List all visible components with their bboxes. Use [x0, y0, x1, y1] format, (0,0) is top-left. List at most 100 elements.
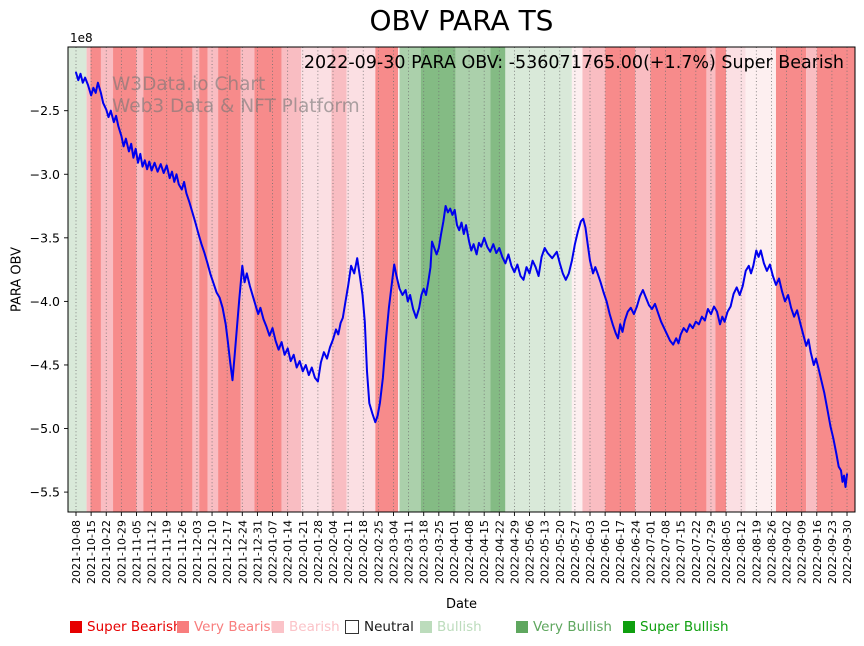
y-tick-label: −4.5 — [30, 357, 60, 372]
sentiment-band — [192, 47, 200, 512]
x-tick-label: 2022-09-23 — [826, 520, 839, 584]
legend-item: Very Bearish — [177, 619, 279, 635]
sentiment-band — [650, 47, 707, 512]
x-tick-label: 2021-10-29 — [115, 520, 128, 584]
chart-title: OBV PARA TS — [369, 4, 554, 37]
y-tick-label: −5.0 — [30, 421, 60, 436]
x-tick-label: 2022-02-18 — [357, 520, 370, 584]
x-tick-label: 2022-08-05 — [720, 520, 733, 584]
y-tick-label: −3.5 — [30, 230, 60, 245]
sentiment-band — [635, 47, 651, 512]
x-tick-label: 2022-05-06 — [524, 520, 537, 584]
x-tick-label: 2022-07-29 — [705, 520, 718, 584]
sentiment-band — [67, 47, 87, 512]
sentiment-band — [582, 47, 606, 512]
y-tick-label: −5.5 — [30, 485, 60, 500]
x-tick-label: 2021-11-19 — [161, 520, 174, 584]
annotation-text: 2022-09-30 PARA OBV: -536071765.00(+1.7%… — [303, 53, 844, 73]
x-tick-label: 2022-04-22 — [493, 520, 506, 584]
x-axis-label: Date — [445, 597, 478, 612]
legend-swatch-very-bullish — [516, 621, 528, 633]
x-tick-label: 2021-10-22 — [100, 520, 113, 584]
legend-label: Very Bullish — [533, 619, 612, 635]
x-tick-label: 2022-03-11 — [403, 520, 416, 584]
x-tick-label: 2022-07-08 — [660, 520, 673, 584]
x-tick-label: 2022-09-30 — [841, 520, 854, 584]
sentiment-band — [218, 47, 241, 512]
x-tick-label: 2022-04-29 — [508, 520, 521, 584]
sentiment-band — [281, 47, 302, 512]
legend-label: Bearish — [289, 619, 340, 635]
y-tick-label: −4.0 — [30, 294, 60, 309]
x-tick-label: 2022-06-17 — [614, 520, 627, 584]
x-tick-label: 2022-06-10 — [599, 520, 612, 584]
sentiment-band — [331, 47, 347, 512]
sentiment-band — [199, 47, 208, 512]
x-tick-label: 2022-01-07 — [267, 520, 280, 584]
x-tick-label: 2021-12-03 — [191, 520, 204, 584]
x-tick-label: 2022-07-15 — [675, 520, 688, 584]
x-tick-label: 2021-10-08 — [70, 520, 83, 584]
sentiment-band — [398, 47, 400, 512]
legend-label: Very Bearish — [194, 619, 280, 635]
y-axis-multiplier: 1e8 — [70, 31, 93, 45]
legend-swatch-super-bullish — [623, 621, 635, 633]
legend-swatch-neutral — [345, 620, 359, 634]
x-tick-label: 2022-06-24 — [629, 520, 642, 584]
sentiment-band — [90, 47, 101, 512]
x-tick-label: 2022-09-09 — [796, 520, 809, 584]
legend-item: Super Bearish — [70, 619, 182, 635]
axes-spines — [67, 46, 856, 513]
sentiment-band — [816, 47, 856, 512]
sentiment-band — [136, 47, 144, 512]
y-axis-label: PARA OBV — [9, 246, 25, 313]
legend-label: Neutral — [364, 619, 414, 635]
y-tick-label: −3.0 — [30, 167, 60, 182]
x-tick-label: 2021-12-17 — [221, 520, 234, 584]
sentiment-band — [605, 47, 636, 512]
sentiment-band — [301, 47, 332, 512]
x-tick-label: 2022-04-15 — [478, 520, 491, 584]
sentiment-band — [490, 47, 506, 512]
sentiment-band — [86, 47, 91, 512]
x-tick-label: 2021-12-31 — [251, 520, 264, 584]
sentiment-band — [143, 47, 193, 512]
legend-item: Super Bullish — [623, 619, 729, 635]
sentiment-band — [775, 47, 807, 512]
x-tick-label: 2022-07-22 — [690, 520, 703, 584]
legend-swatch-super-bearish — [70, 621, 82, 633]
y-tick-label: −2.5 — [30, 103, 60, 118]
sentiment-band — [420, 47, 456, 512]
x-tick-label: 2022-07-01 — [644, 520, 657, 584]
x-tick-label: 2022-05-13 — [539, 520, 552, 584]
x-tick-label: 2022-02-11 — [342, 520, 355, 584]
legend-item: Neutral — [345, 619, 414, 635]
legend-swatch-bullish — [420, 621, 432, 633]
legend: Super Bearish Very Bearish Bearish Neutral B… — [0, 619, 864, 643]
watermark-line2: Web3 Data & NFT Platform — [112, 96, 360, 117]
legend-label: Super Bullish — [640, 619, 729, 635]
x-tick-label: 2022-01-21 — [297, 520, 310, 584]
x-tick-label: 2022-08-26 — [765, 520, 778, 584]
sentiment-band — [571, 47, 583, 512]
x-tick-label: 2022-05-20 — [554, 520, 567, 584]
x-tick-label: 2022-01-14 — [282, 520, 295, 584]
x-tick-label: 2022-04-01 — [448, 520, 461, 584]
x-tick-label: 2021-11-12 — [146, 520, 159, 584]
sentiment-band — [745, 47, 776, 512]
x-tick-label: 2022-01-28 — [312, 520, 325, 584]
sentiment-band — [706, 47, 716, 512]
x-tick-label: 2021-11-05 — [130, 520, 143, 584]
x-tick-label: 2022-02-04 — [327, 520, 340, 584]
x-tick-label: 2022-05-27 — [569, 520, 582, 584]
sentiment-band — [399, 47, 421, 512]
x-tick-label: 2022-09-02 — [781, 520, 794, 584]
x-tick-label: 2022-04-08 — [463, 520, 476, 584]
sentiment-band — [113, 47, 137, 512]
sentiment-band — [726, 47, 746, 512]
x-tick-label: 2022-09-16 — [811, 520, 824, 584]
legend-item: Bearish — [272, 619, 340, 635]
sentiment-band — [505, 47, 572, 512]
